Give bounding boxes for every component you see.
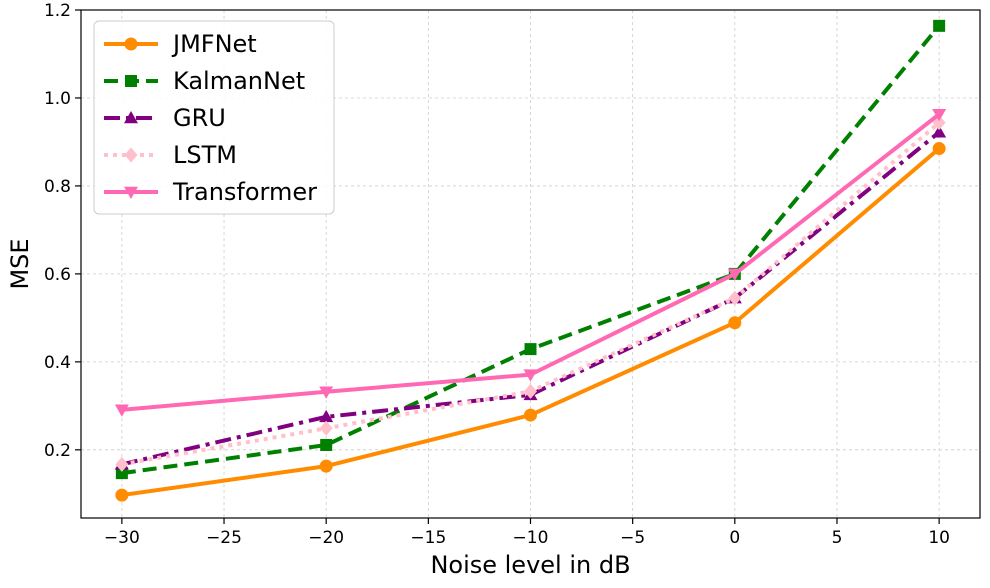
legend-label: GRU <box>173 104 226 132</box>
series-jmfnet <box>115 142 946 502</box>
legend-label: JMFNet <box>171 30 257 58</box>
legend: JMFNet KalmanNet GRU LSTM Transformer <box>93 20 335 215</box>
series-transformer <box>114 108 947 417</box>
data-point-jmfnet <box>319 459 333 473</box>
data-point-kalmannet <box>115 467 128 480</box>
data-point-kalmannet <box>524 343 537 356</box>
y-axis-ticks: 0.2 0.4 0.6 0.8 1.0 1.2 <box>44 1 81 461</box>
y-tick-label: 1.0 <box>44 89 71 109</box>
legend-marker <box>124 147 138 163</box>
data-point-transformer <box>523 369 538 382</box>
data-point-gru <box>319 409 334 423</box>
data-point-lstm <box>524 383 537 399</box>
x-tick-label: 5 <box>832 528 843 548</box>
legend-item-gru: GRU <box>104 104 226 132</box>
data-point-lstm <box>728 290 742 306</box>
legend-item-lstm: LSTM <box>104 141 237 169</box>
data-point-lstm <box>115 456 129 472</box>
legend-label: Transformer <box>172 178 317 206</box>
series-lines <box>114 19 947 502</box>
x-tick-label: −5 <box>620 528 645 548</box>
data-point-gru <box>932 125 947 138</box>
x-axis-ticks: −30 −25 −20 −15 −10 −5 0 5 10 <box>104 518 950 548</box>
y-tick-label: 0.8 <box>44 177 71 197</box>
data-point-jmfnet <box>115 488 129 502</box>
x-axis-label: Noise level in dB <box>430 551 630 579</box>
data-point-lstm <box>319 420 333 436</box>
x-tick-label: −20 <box>308 528 344 548</box>
data-point-transformer <box>932 108 947 122</box>
y-tick-label: 0.6 <box>44 265 71 285</box>
y-tick-label: 0.2 <box>44 441 71 461</box>
x-tick-label: −25 <box>206 528 242 548</box>
series-line-gru <box>121 130 941 467</box>
data-point-kalmannet <box>933 19 946 32</box>
data-point-transformer <box>114 404 129 417</box>
x-tick-label: 10 <box>928 528 950 548</box>
data-point-jmfnet <box>524 408 537 422</box>
y-tick-label: 1.2 <box>44 1 71 21</box>
x-tick-label: −15 <box>410 528 446 548</box>
legend-label: KalmanNet <box>173 67 305 95</box>
x-tick-label: −10 <box>513 528 549 548</box>
y-axis-label: MSE <box>6 238 34 289</box>
data-point-transformer <box>319 386 334 399</box>
legend-label: LSTM <box>173 141 237 169</box>
legend-marker <box>125 75 137 87</box>
y-tick-label: 0.4 <box>44 353 71 373</box>
legend-marker <box>124 37 138 51</box>
legend-item-transformer: Transformer <box>104 178 317 206</box>
data-point-jmfnet <box>728 316 742 330</box>
data-point-transformer <box>727 268 742 281</box>
legend-marker <box>124 186 138 199</box>
x-tick-label: −30 <box>104 528 140 548</box>
data-point-kalmannet <box>320 438 333 451</box>
x-tick-label: 0 <box>729 528 740 548</box>
series-lstm <box>115 115 946 472</box>
legend-marker <box>124 111 138 124</box>
legend-item-kalmannet: KalmanNet <box>104 67 305 95</box>
legend-box <box>93 20 335 215</box>
legend-item-jmfnet: JMFNet <box>104 30 257 58</box>
data-point-jmfnet <box>932 142 946 156</box>
